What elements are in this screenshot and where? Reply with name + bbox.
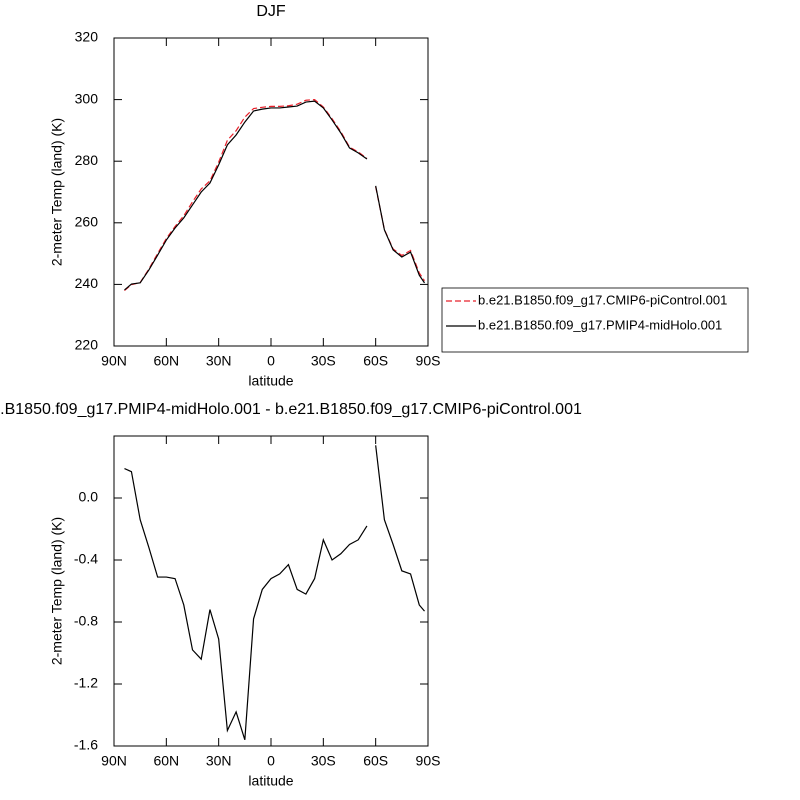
x-tick-label: 30S bbox=[311, 753, 336, 769]
chart-title: DJF bbox=[256, 3, 286, 20]
plot-frame bbox=[113, 435, 429, 747]
y-tick-label: 320 bbox=[75, 29, 99, 45]
chart-title: b.e21.B1850.f09_g17.PMIP4-midHolo.001 - … bbox=[0, 401, 582, 418]
x-axis-label: latitude bbox=[248, 373, 293, 389]
data-line bbox=[124, 445, 425, 740]
y-tick-label: 220 bbox=[75, 337, 99, 353]
y-axis-label: 2-meter Temp (land) (K) bbox=[49, 118, 65, 266]
y-tick-label: -0.4 bbox=[74, 551, 98, 567]
plot-frame bbox=[113, 37, 429, 347]
x-tick-label: 60N bbox=[153, 353, 179, 369]
x-tick-label: 90S bbox=[416, 753, 441, 769]
y-tick-label: -1.6 bbox=[74, 737, 98, 753]
legend-label: b.e21.B1850.f09_g17.PMIP4-midHolo.001 bbox=[478, 317, 722, 332]
y-tick-label: -1.2 bbox=[74, 675, 98, 691]
x-tick-label: 60S bbox=[363, 753, 388, 769]
x-tick-label: 90S bbox=[416, 353, 441, 369]
y-tick-label: 260 bbox=[75, 214, 99, 230]
y-tick-label: 240 bbox=[75, 275, 99, 291]
x-axis-label: latitude bbox=[248, 773, 293, 789]
data-line bbox=[124, 100, 426, 291]
x-tick-label: 30S bbox=[311, 353, 336, 369]
data-line bbox=[124, 98, 426, 292]
y-tick-label: -0.8 bbox=[74, 613, 98, 629]
x-tick-label: 60S bbox=[363, 353, 388, 369]
y-axis-label: 2-meter Temp (land) (K) bbox=[49, 517, 65, 665]
x-tick-label: 60N bbox=[153, 753, 179, 769]
y-tick-label: 0.0 bbox=[79, 489, 99, 505]
legend-box bbox=[441, 287, 749, 353]
x-tick-label: 30N bbox=[206, 353, 232, 369]
x-tick-label: 0 bbox=[267, 753, 275, 769]
x-tick-label: 0 bbox=[267, 353, 275, 369]
x-tick-label: 90N bbox=[101, 353, 127, 369]
x-tick-label: 90N bbox=[101, 753, 127, 769]
y-tick-label: 280 bbox=[75, 152, 99, 168]
y-tick-label: 300 bbox=[75, 90, 99, 106]
legend-label: b.e21.B1850.f09_g17.CMIP6-piControl.001 bbox=[478, 292, 727, 307]
x-tick-label: 30N bbox=[206, 753, 232, 769]
